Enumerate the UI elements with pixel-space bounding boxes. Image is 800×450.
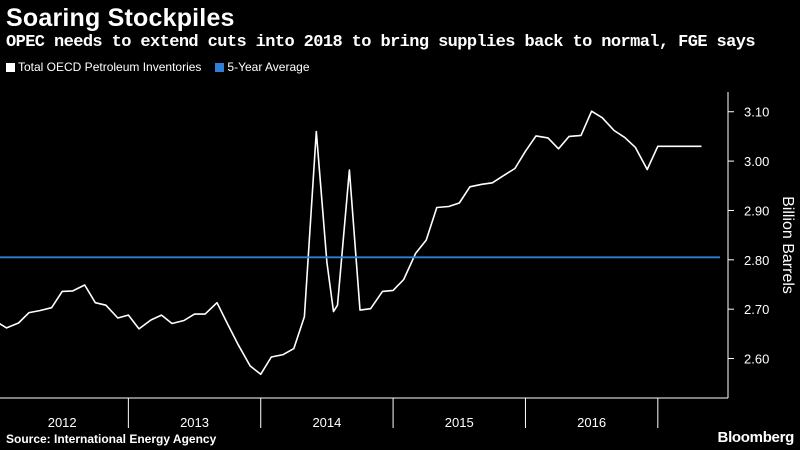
bloomberg-logo: Bloomberg: [717, 429, 795, 446]
y-tick-label-1: 2.70: [744, 302, 769, 317]
x-tick-label-2012: 2012: [48, 415, 77, 430]
x-tick-label-2013: 2013: [180, 415, 209, 430]
y-tick-label-5: 3.10: [744, 105, 769, 120]
y-tick-label-3: 2.90: [744, 203, 769, 218]
series-line-inventories: [0, 110, 702, 376]
chart-title: Soaring Stockpiles: [6, 4, 235, 32]
legend-swatch-inventories: [6, 62, 15, 72]
legend-label-5yr-average: 5-Year Average: [227, 60, 310, 74]
x-tick-label-2015: 2015: [445, 415, 474, 430]
legend-item-5yr-average: 5-Year Average: [215, 60, 310, 74]
x-tick-label-2016: 2016: [577, 415, 606, 430]
x-tick-label-2014: 2014: [312, 415, 341, 430]
legend-label-inventories: Total OECD Petroleum Inventories: [18, 60, 202, 74]
y-axis-title: Billion Barrels: [779, 196, 796, 294]
legend-swatch-5yr-average: [215, 62, 225, 72]
y-tick-label-2: 2.80: [744, 253, 769, 268]
legend: Total OECD Petroleum Inventories 5-Year …: [6, 60, 310, 74]
chart-subtitle: OPEC needs to extend cuts into 2018 to b…: [6, 33, 756, 52]
legend-item-inventories: Total OECD Petroleum Inventories: [6, 60, 201, 74]
y-tick-label-0: 2.60: [744, 352, 769, 367]
y-tick-label-4: 3.00: [744, 154, 769, 169]
source-note: Source: International Energy Agency: [6, 432, 217, 446]
